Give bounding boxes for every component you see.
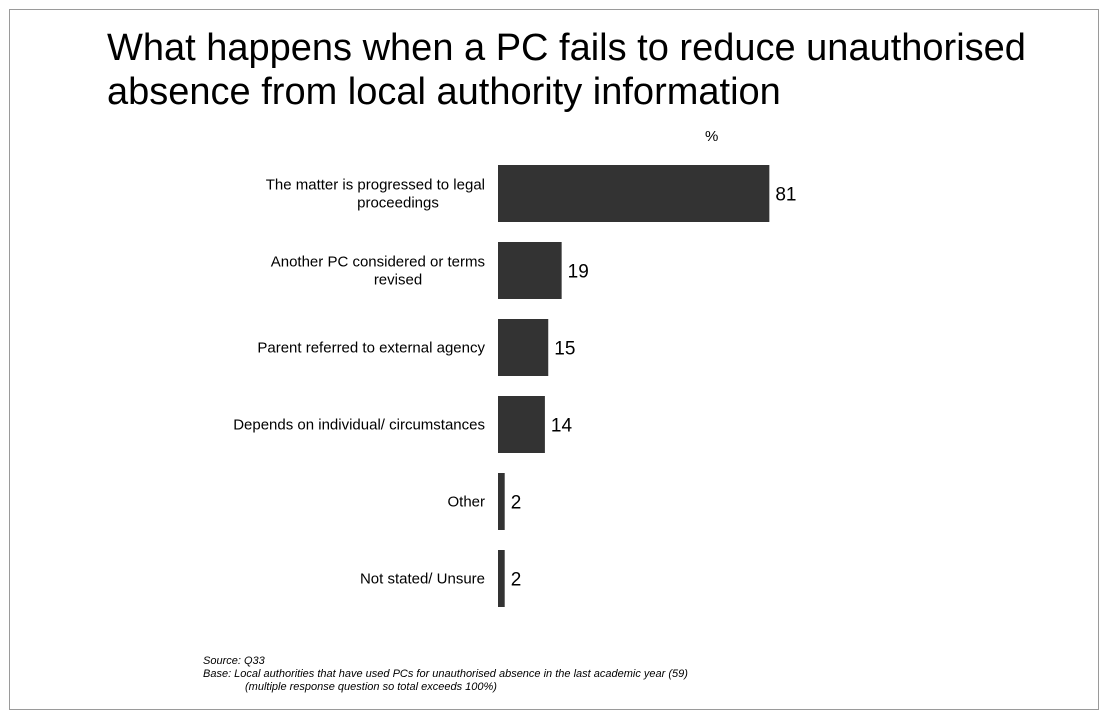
bar-2 [498, 319, 549, 376]
category-label-0-1: proceedings [357, 195, 439, 212]
category-label-3-0: Depends on individual/ circumstances [233, 417, 485, 434]
note-footnote: (multiple response question so total exc… [245, 681, 497, 693]
category-label-1-1: revised [374, 272, 422, 289]
chart-title: What happens when a PC fails to reduce u… [107, 27, 1026, 113]
slide-frame [9, 9, 1099, 710]
bar-4 [498, 473, 505, 530]
data-label-2: 15 [554, 339, 575, 360]
category-label-1-0: Another PC considered or terms [271, 254, 485, 271]
category-label-2-0: Parent referred to external agency [257, 340, 485, 357]
bar-0 [498, 165, 770, 222]
category-label-0-0: The matter is progressed to legal [266, 177, 485, 194]
bar-1 [498, 242, 562, 299]
data-label-5: 2 [511, 570, 522, 591]
data-label-1: 19 [568, 262, 589, 283]
category-label-4-0: Other [447, 494, 485, 511]
source-footnote: Source: Q33 [203, 655, 265, 667]
unit-label: % [705, 128, 719, 145]
data-label-4: 2 [511, 493, 522, 514]
bar-3 [498, 396, 545, 453]
data-label-0: 81 [775, 185, 796, 206]
base-footnote: Base: Local authorities that have used P… [203, 668, 688, 680]
category-label-5-0: Not stated/ Unsure [360, 571, 485, 588]
bar-5 [498, 550, 505, 607]
data-label-3: 14 [551, 416, 573, 437]
